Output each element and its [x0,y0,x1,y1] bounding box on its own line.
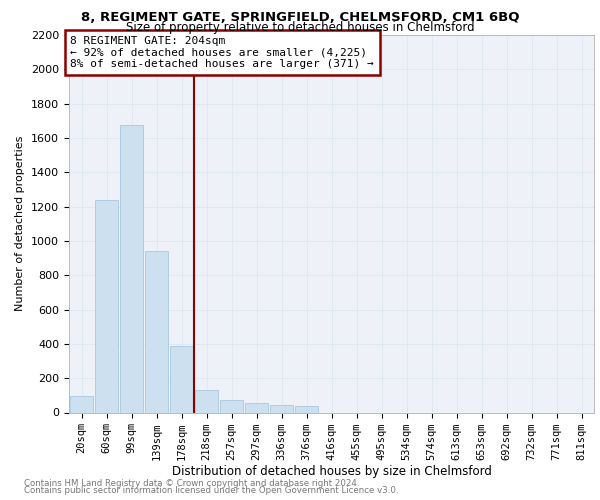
Bar [270,405,293,412]
Text: Contains HM Land Registry data © Crown copyright and database right 2024.: Contains HM Land Registry data © Crown c… [24,478,359,488]
Bar [195,390,218,412]
Bar [220,400,243,412]
Text: 8, REGIMENT GATE, SPRINGFIELD, CHELMSFORD, CM1 6BQ: 8, REGIMENT GATE, SPRINGFIELD, CHELMSFOR… [81,11,519,24]
X-axis label: Distribution of detached houses by size in Chelmsford: Distribution of detached houses by size … [172,466,491,478]
Text: Contains public sector information licensed under the Open Government Licence v3: Contains public sector information licen… [24,486,398,495]
Bar [145,251,168,412]
Bar [70,396,93,412]
Bar [170,346,193,412]
Bar [245,403,268,412]
Text: 8 REGIMENT GATE: 204sqm
← 92% of detached houses are smaller (4,225)
8% of semi-: 8 REGIMENT GATE: 204sqm ← 92% of detache… [70,36,374,69]
Y-axis label: Number of detached properties: Number of detached properties [16,136,25,312]
Bar [95,200,118,412]
Bar [295,406,318,412]
Bar [120,125,143,412]
Text: Size of property relative to detached houses in Chelmsford: Size of property relative to detached ho… [125,22,475,35]
